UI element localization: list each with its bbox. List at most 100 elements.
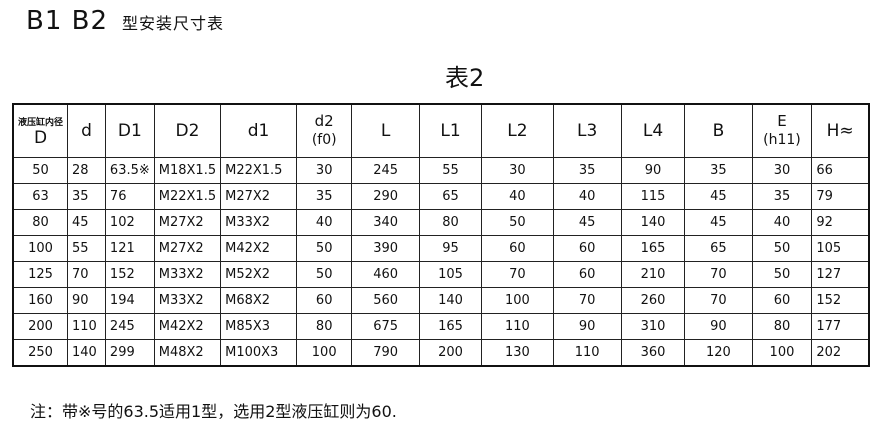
column-header-label: L1 [440,121,461,141]
table-cell: 110 [481,313,554,340]
table-cell: 40 [295,209,353,236]
column-header-label: (h11) [763,131,801,148]
table-cell: 35 [295,183,353,210]
table-cell: 35 [552,157,622,184]
table-cell: 80 [751,313,813,340]
table-cell: 100 [481,287,554,314]
table-cell: 65 [418,183,483,210]
column-header: L3 [552,103,622,158]
table-cell: 140 [418,287,483,314]
column-header: D1 [104,103,155,158]
table-cell: 55 [418,157,483,184]
table-cell: 390 [351,235,420,262]
column-header: d1 [220,103,297,158]
column-header: L4 [620,103,686,158]
table-cell: 125 [12,261,69,288]
table-cell: M27X2 [153,209,222,236]
column-header: 液压缸内径 D [12,103,69,158]
table-cell: 30 [481,157,554,184]
table-cell: 250 [12,339,69,367]
table-cell: 560 [351,287,420,314]
table-cell: M52X2 [220,261,297,288]
table-cell: 66 [811,157,870,184]
table-cell: M22X1.5 [153,183,222,210]
column-header-label: (f0) [311,131,337,148]
table-cell: 160 [12,287,69,314]
table-cell: M33X2 [153,261,222,288]
table-cell: 152 [104,261,155,288]
table-cell: 50 [751,235,813,262]
table-cell: 202 [811,339,870,367]
table-cell: M33X2 [153,287,222,314]
table-cell: 165 [418,313,483,340]
column-header-label: D [33,127,48,148]
table-cell: 140 [67,339,106,367]
table-cell: 28 [67,157,106,184]
table-cell: 35 [684,157,753,184]
table-cell: 102 [104,209,155,236]
table-cell: 245 [104,313,155,340]
table-cell: 45 [552,209,622,236]
column-header-label: B [712,121,725,141]
table-cell: 210 [620,261,686,288]
column-header-label: D1 [117,121,142,141]
table-cell: 40 [552,183,622,210]
table-cell: M18X1.5 [153,157,222,184]
title-sub: 型安装尺寸表 [122,14,225,33]
table-row: 160 90 194 M33X2 M68X2 60 560 140 100 70 260 70 60 15… [12,287,870,314]
table-cell: 50 [751,261,813,288]
column-header: d [67,103,106,158]
column-header-label: D2 [175,121,200,141]
table-cell: 60 [552,235,622,262]
footnote: 注：带※号的63.5适用1型，选用2型液压缸则为60. [30,402,397,421]
column-header: L2 [481,103,554,158]
column-header: B [684,103,753,158]
table-cell: 260 [620,287,686,314]
table-cell: 35 [67,183,106,210]
table-cell: M48X2 [153,339,222,367]
table-cell: 100 [295,339,353,367]
table-cell: 60 [552,261,622,288]
table-cell: 60 [295,287,353,314]
table-cell: 790 [351,339,420,367]
table-cell: 45 [684,209,753,236]
table-cell: 50 [481,209,554,236]
table-cell: M33X2 [220,209,297,236]
column-header-top: d2 [314,111,334,130]
table-cell: 30 [751,157,813,184]
table-cell: M85X3 [220,313,297,340]
table-cell: 310 [620,313,686,340]
table-cell: 50 [12,157,69,184]
table-cell: M100X3 [220,339,297,367]
table-cell: 165 [620,235,686,262]
column-header: H≈ [811,103,870,158]
table-cell: M22X1.5 [220,157,297,184]
table-cell: 100 [751,339,813,367]
table-cell: 121 [104,235,155,262]
table-cell: 360 [620,339,686,367]
table-cell: 105 [811,235,870,262]
table-cell: 50 [295,235,353,262]
table-cell: 130 [481,339,554,367]
column-header-label: L4 [642,121,664,141]
table-cell: 110 [552,339,622,367]
column-header-label: d [81,121,92,141]
table-cell: 299 [104,339,155,367]
table-cell: 140 [620,209,686,236]
table-cell: 70 [67,261,106,288]
column-header: L1 [418,103,483,158]
column-header-top: 液压缸内径 [18,117,64,128]
table-cell: 120 [684,339,753,367]
table-row: 100 55 121 M27X2 M42X2 50 390 95 60 60 165 65 50 105 [12,235,870,262]
table-row: 80 45 102 M27X2 M33X2 40 340 80 50 45 140 45 40 92 [12,209,870,236]
table-row: 250 140 299 M48X2 M100X3 100 790 200 130 110 360 12… [12,339,870,367]
table-cell: 127 [811,261,870,288]
table-cell: M42X2 [220,235,297,262]
table-row: 50 28 63.5※ M18X1.5 M22X1.5 30 245 55 30 35 90 35 30… [12,157,870,184]
table-cell: 90 [552,313,622,340]
column-header: D2 [153,103,222,158]
table-cell: 63.5※ [104,157,155,184]
table-cell: M27X2 [220,183,297,210]
